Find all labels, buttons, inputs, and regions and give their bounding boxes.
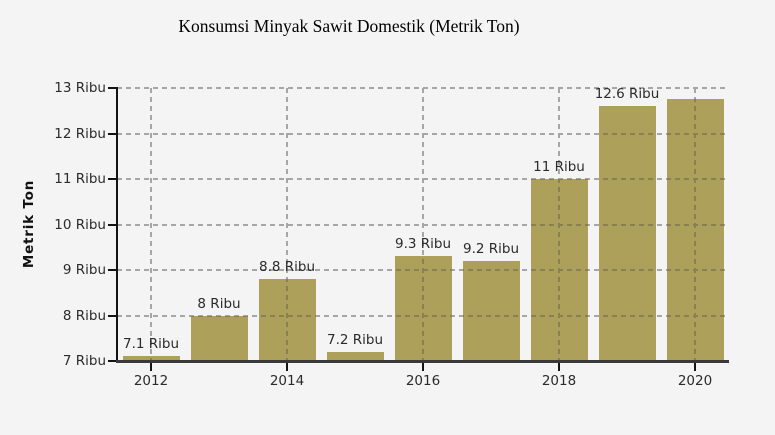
x-tick [150,363,152,371]
bar-value-label: 11 Ribu [533,159,585,175]
bar-value-label: 9.2 Ribu [462,240,520,257]
y-tick-label: 7 Ribu [62,353,106,369]
x-gridline [694,88,696,361]
bar-value-label: 8 Ribu [197,295,241,312]
y-tick [108,87,116,89]
x-tick [422,363,424,371]
x-tick-label: 2016 [405,373,441,389]
y-tick [108,360,116,362]
y-gridline [117,178,729,180]
y-gridline [117,87,729,89]
x-gridline [422,88,424,361]
y-tick-label: 12 Ribu [54,125,106,142]
bar-value-label: 7.1 Ribu [122,336,180,353]
bars-layer [117,88,729,361]
y-tick-label: 8 Ribu [62,307,106,324]
x-tick [558,363,560,371]
y-tick-label: 9 Ribu [62,262,106,278]
x-gridline [286,88,288,361]
bar [394,256,452,361]
y-tick [108,178,116,180]
bar-value-label: 9.3 Ribu [394,236,452,253]
bar [666,99,724,361]
y-tick-label: 13 Ribu [54,80,106,96]
x-axis-line [116,360,729,363]
x-gridline [422,88,424,361]
plot-area: 7.1 Ribu 8 Ribu 8.8 Ribu 7.2 Ribu 9.3 Ribu 9.… [117,86,729,361]
bar-value-label: 7.2 Ribu [326,331,384,348]
bar [530,179,588,361]
bar-value-label: 12.6 Ribu [594,86,660,103]
y-gridline [117,223,729,226]
bar [462,260,520,361]
x-tick-label: 2020 [677,373,713,389]
bar-value-labels-layer: 7.1 Ribu 8 Ribu 8.8 Ribu 7.2 Ribu 9.3 Ribu 9.… [117,86,729,361]
y-tick [108,269,116,271]
x-gridline [150,88,152,361]
x-tick [286,363,288,371]
gridlines-over-layer [117,87,729,361]
y-gridline [117,269,729,271]
x-tick-label: 2018 [541,373,577,389]
bar [190,315,248,361]
x-gridline [286,88,288,361]
x-gridline [558,88,560,361]
y-tick [108,314,116,317]
bar [258,279,316,361]
y-gridline [117,314,729,317]
bar [598,106,656,361]
chart-title: Konsumsi Minyak Sawit Domestik (Metrik T… [178,16,520,36]
y-gridline [117,132,729,135]
bar [326,351,384,361]
y-axis-line [116,87,118,363]
x-tick-label: 2012 [133,373,169,389]
y-tick-label: 11 Ribu [54,171,106,187]
bar [122,356,180,361]
y-tick-label: 10 Ribu [54,216,106,233]
x-tick-label: 2014 [269,373,305,389]
y-tick [108,223,116,226]
x-tick [694,363,696,371]
bar-value-label: 8.8 Ribu [258,259,316,276]
y-tick [108,132,116,135]
x-gridline [150,88,152,361]
